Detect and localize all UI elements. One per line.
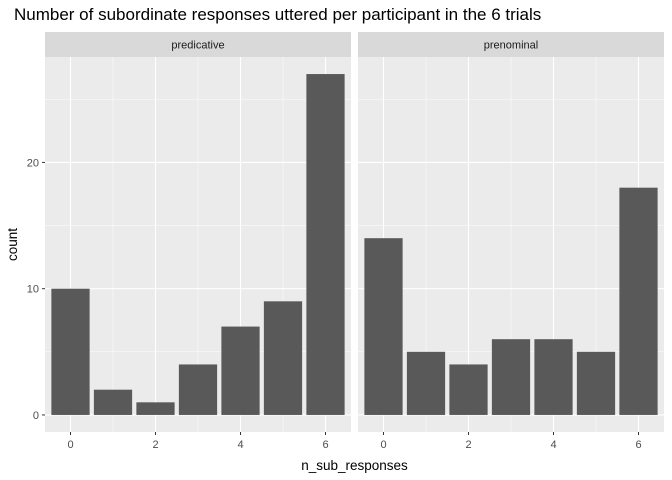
facet-panel-0: predicative 0 2 4 6 xyxy=(45,32,351,451)
bar xyxy=(178,364,218,415)
bar xyxy=(534,339,573,415)
x-tick-label: 0 xyxy=(380,439,386,451)
bar xyxy=(263,301,303,415)
bar xyxy=(136,402,175,415)
x-tick-label: 4 xyxy=(550,439,556,451)
x-tick-label: 6 xyxy=(322,439,328,451)
facet-strip xyxy=(358,32,664,57)
bar xyxy=(93,389,133,415)
y-tick-label: 0 xyxy=(33,410,39,422)
facet-panel-1: prenominal 0 2 4 6 xyxy=(358,32,664,451)
bar xyxy=(306,74,345,415)
facet-strip xyxy=(45,32,351,57)
x-tick-label: 0 xyxy=(67,439,73,451)
x-tick-label: 2 xyxy=(465,439,471,451)
bar xyxy=(364,238,403,415)
facet-strip-label: prenominal xyxy=(484,40,538,52)
bar xyxy=(449,364,488,415)
chart-title: Number of subordinate responses uttered … xyxy=(14,5,542,24)
bar xyxy=(406,351,446,415)
y-axis-title: count xyxy=(5,228,20,261)
bar xyxy=(576,351,616,415)
bar xyxy=(221,326,260,415)
x-tick-label: 6 xyxy=(635,439,641,451)
x-tick-label: 4 xyxy=(237,439,243,451)
y-tick-label: 20 xyxy=(27,157,39,169)
x-axis-title: n_sub_responses xyxy=(301,458,408,473)
bar xyxy=(51,288,90,415)
x-tick-label: 2 xyxy=(152,439,158,451)
y-tick-label: 10 xyxy=(27,284,39,296)
bar xyxy=(491,339,531,415)
bar xyxy=(619,187,658,415)
facet-strip-label: predicative xyxy=(171,40,224,52)
